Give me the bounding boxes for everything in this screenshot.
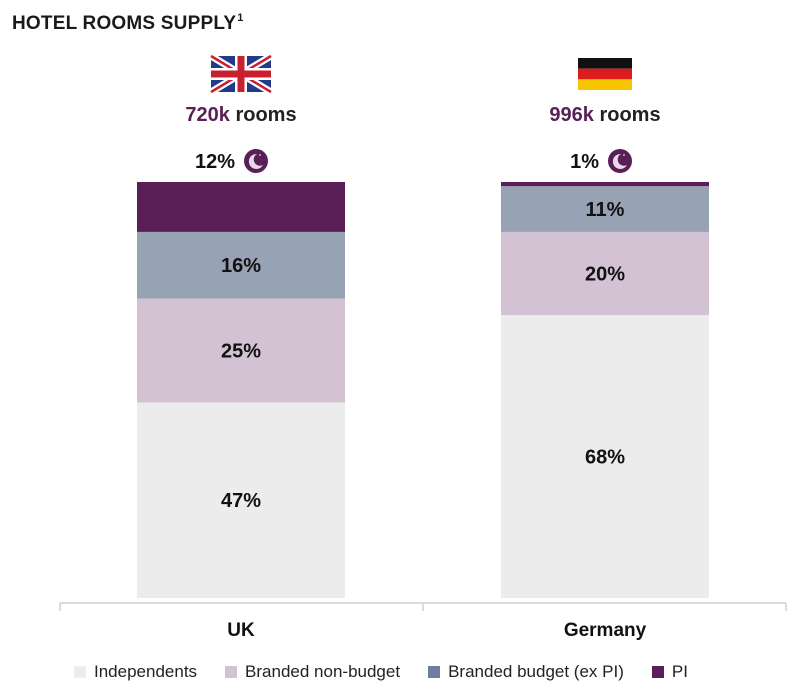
legend-swatch bbox=[225, 666, 238, 678]
bar-segment-pi bbox=[501, 182, 709, 187]
chart-title-text: HOTEL ROOMS SUPPLY bbox=[12, 13, 237, 34]
data-label-pi: 1% bbox=[570, 151, 599, 173]
total-rooms-number: 720k bbox=[185, 104, 230, 126]
x-tick-label: UK bbox=[227, 620, 255, 641]
legend-item-pi: PI bbox=[651, 662, 688, 682]
bar-segment-independents bbox=[137, 402, 345, 598]
bar-segment-branded-non-budget bbox=[137, 298, 345, 403]
data-label: 68% bbox=[585, 447, 625, 469]
legend: Independents Branded non-budget Branded bu… bbox=[74, 662, 716, 682]
uk-flag bbox=[209, 52, 273, 96]
legend-item-independents: Independents bbox=[74, 662, 197, 682]
moon-star bbox=[623, 154, 625, 156]
legend-label: Branded budget (ex PI) bbox=[448, 662, 624, 681]
total-rooms-label: 996k rooms bbox=[549, 104, 660, 126]
total-rooms-label: 720k rooms bbox=[185, 104, 296, 126]
data-label: 20% bbox=[585, 264, 625, 286]
moon-icon bbox=[608, 149, 632, 173]
moon-star bbox=[259, 154, 261, 156]
legend-item-branded-non-budget: Branded non-budget bbox=[225, 662, 400, 682]
bar-stack-uk: 47% 25% 16% 12% UK 720k rooms bbox=[137, 52, 345, 641]
moon-icon-circle bbox=[608, 149, 632, 173]
legend-item-branded-budget: Branded budget (ex PI) bbox=[428, 662, 624, 682]
legend-swatch bbox=[428, 666, 441, 678]
legend-label: Branded non-budget bbox=[245, 662, 401, 681]
germany-flag-gold bbox=[578, 79, 632, 90]
data-label: 11% bbox=[586, 199, 625, 221]
data-label: 47% bbox=[221, 490, 261, 512]
data-label: 25% bbox=[221, 340, 261, 362]
bar-segment-branded-non-budget bbox=[501, 231, 709, 316]
germany-flag-black bbox=[578, 58, 632, 69]
legend-label: Independents bbox=[94, 662, 198, 681]
germany-flag bbox=[578, 58, 632, 90]
moon-icon-circle bbox=[244, 149, 268, 173]
germany-flag-red bbox=[578, 68, 632, 80]
chart-title: HOTEL ROOMS SUPPLY1 bbox=[12, 12, 244, 35]
data-label: 16% bbox=[221, 255, 261, 277]
bar-segment-independents bbox=[501, 315, 709, 598]
moon-icon bbox=[244, 149, 268, 173]
bar-segment-branded-budget bbox=[137, 231, 345, 299]
footnote-marker: 1 bbox=[237, 12, 244, 24]
total-rooms-number: 996k bbox=[549, 104, 594, 126]
legend-label: PI bbox=[671, 662, 688, 681]
data-label-pi: 12% bbox=[195, 151, 235, 173]
total-rooms-unit: rooms bbox=[230, 104, 297, 126]
bar-segment-branded-budget bbox=[501, 186, 709, 232]
x-axis bbox=[59, 602, 787, 611]
uk-flag-cross-red bbox=[211, 70, 271, 78]
bar-stack-germany: 68% 20% 11% 1% Germany 996k rooms bbox=[501, 58, 709, 641]
moon-star bbox=[250, 155, 254, 159]
total-rooms-unit: rooms bbox=[594, 104, 661, 126]
legend-swatch bbox=[74, 666, 86, 678]
moon-star bbox=[614, 155, 618, 159]
legend-swatch bbox=[651, 666, 664, 678]
bar-segment-pi bbox=[137, 182, 345, 232]
x-tick-label: Germany bbox=[564, 620, 647, 641]
